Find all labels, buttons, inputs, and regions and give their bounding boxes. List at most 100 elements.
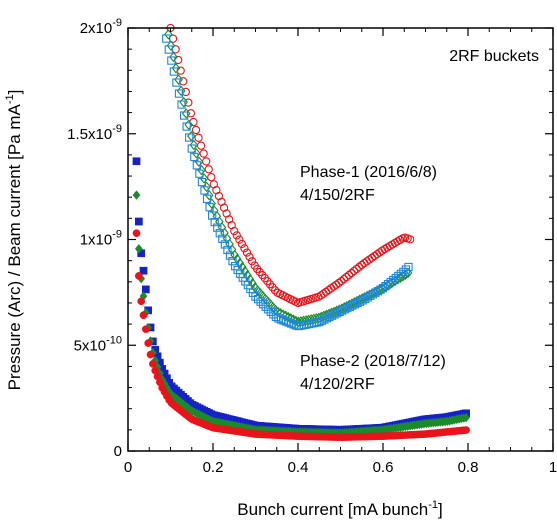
data-point [245,252,254,262]
y-tick-exponent: -9 [112,123,122,135]
data-point [371,288,380,297]
data-point [264,305,273,314]
data-point [462,412,471,423]
data-point [344,270,354,280]
data-point [207,172,216,182]
data-point [349,266,359,276]
data-point [132,229,141,238]
annotation-phase1-line1: Phase-1 (2016/6/8) [300,164,437,181]
data-point [185,133,194,142]
y-tick-exponent: -9 [112,17,122,29]
data-point [202,194,212,203]
data-point [192,161,201,170]
x-axis-title: Bunch current [mA bunch-1] [237,499,442,519]
y-axis-title: Pressure (Arc) / Beam current [Pa mA-1] [4,90,24,391]
data-point [174,74,183,85]
x-tick-label: 0.4 [288,459,309,476]
data-point [235,257,245,269]
plot-area [132,23,471,442]
data-point [189,139,199,151]
data-point [218,234,227,243]
annotation-buckets: 2RF buckets [449,48,539,65]
data-point [166,40,176,51]
data-point [286,313,296,324]
data-point [174,89,184,98]
data-point [334,278,343,288]
data-point [406,235,415,244]
x-axis-title-end: ] [438,500,443,519]
data-point [276,308,285,319]
data-point [339,274,349,284]
data-point [368,290,377,299]
y-tick-label: 2x10-9 [80,17,122,37]
data-point [171,62,181,74]
data-point [289,314,298,325]
data-point [225,251,235,260]
data-point [139,311,148,320]
data-point [205,203,214,212]
data-point [190,152,199,162]
data-point [149,360,157,368]
data-point [462,426,470,434]
data-point [366,291,375,300]
data-point [266,307,275,316]
data-point [197,177,207,187]
data-point [195,169,204,178]
data-point [213,223,222,232]
data-point [179,111,189,120]
data-point [256,297,265,306]
data-point [235,235,244,244]
data-point [401,265,411,274]
data-point [228,257,237,266]
data-point [187,144,196,153]
data-point [167,56,176,65]
data-point [132,157,141,166]
data-point [240,244,249,253]
data-point [261,302,270,311]
y-tick-mantissa: 0 [114,443,122,460]
data-point [230,226,239,236]
annotation-phase2-line1: Phase-2 (2018/7/12) [300,353,446,370]
data-point [144,339,153,347]
y-axis-title-main: Pressure (Arc) / Beam current [Pa mA [5,103,24,390]
data-point [182,122,191,131]
x-axis-title-sup: -1 [428,499,438,511]
y-axis-title-end: ] [5,90,24,95]
data-point [247,257,257,266]
data-point [223,245,232,255]
data-point [242,248,252,257]
annotation-phase1-line2: 4/150/2RF [300,187,375,204]
data-point [137,297,146,306]
y-tick-mantissa: 1x10 [80,232,113,249]
data-point [134,272,143,280]
x-tick-label: 0.2 [203,459,224,476]
x-tick-label: 1 [549,459,557,476]
data-point [403,267,413,279]
data-point [164,29,173,40]
data-point [237,239,247,249]
axis-ticks [127,27,554,452]
data-point [251,292,260,301]
data-point [238,261,247,273]
data-point [169,67,179,76]
y-tick-mantissa: 2x10 [80,20,113,37]
data-point [396,269,405,279]
data-point [132,190,141,200]
y-tick-mantissa: 1.5x10 [67,126,112,143]
data-point [142,285,150,294]
data-point [172,78,181,87]
y-tick-exponent: -10 [106,334,122,346]
data-point [281,310,290,322]
y-tick-label: 1.5x10-9 [67,123,122,143]
data-point [373,287,383,296]
data-point [232,231,241,240]
axis-tick-labels: 0 0.2 0.4 0.6 0.8 105x10-101x10-91.5x10-92x10… [67,17,557,476]
data-point [191,125,201,135]
y-axis-title-sup: -1 [4,94,16,104]
x-tick-label: 0 [124,459,132,476]
data-point [177,100,186,109]
data-point [342,272,351,282]
data-point [134,217,143,226]
data-point [360,294,370,303]
